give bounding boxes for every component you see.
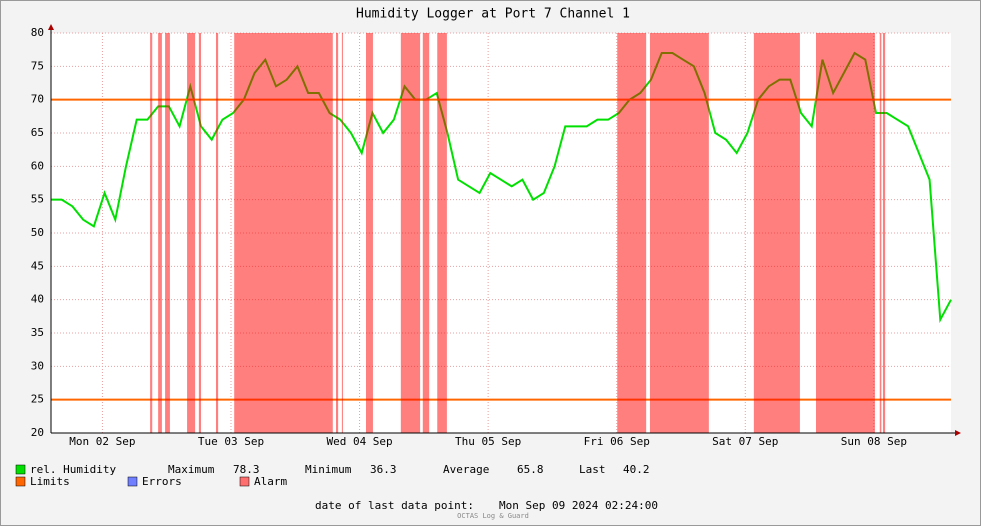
- legend-label: Limits: [30, 475, 70, 488]
- watermark: OCTAS Log & Guard: [457, 512, 529, 520]
- alarm-period: [816, 33, 875, 433]
- x-tick-label: Sat 07 Sep: [712, 435, 778, 448]
- y-tick-label: 50: [31, 226, 44, 239]
- x-tick-label: Thu 05 Sep: [455, 435, 521, 448]
- legend-swatch: [127, 476, 138, 487]
- x-tick-label: Mon 02 Sep: [69, 435, 135, 448]
- y-tick-label: 70: [31, 93, 44, 106]
- y-tick-label: 30: [31, 359, 44, 372]
- alarm-period: [617, 33, 647, 433]
- footer-value: Mon Sep 09 2024 02:24:00: [499, 499, 658, 512]
- legend-label: rel. Humidity: [30, 463, 116, 476]
- stat-value: 78.3: [233, 463, 260, 476]
- footer-label: date of last data point:: [315, 499, 474, 512]
- x-arrow: [955, 430, 961, 436]
- alarm-period: [753, 33, 800, 433]
- plot: [51, 32, 952, 434]
- y-tick-label: 75: [31, 59, 44, 72]
- stat-label: Minimum: [305, 463, 352, 476]
- alarm-period: [437, 33, 447, 433]
- y-tick-label: 60: [31, 159, 44, 172]
- y-tick-label: 20: [31, 426, 44, 439]
- y-tick-label: 45: [31, 259, 44, 272]
- stat-value: 40.2: [623, 463, 650, 476]
- x-tick-label: Wed 04 Sep: [326, 435, 392, 448]
- stat-value: 36.3: [370, 463, 397, 476]
- legend-label: Errors: [142, 475, 182, 488]
- stat-label: Last: [579, 463, 606, 476]
- y-tick-label: 55: [31, 193, 44, 206]
- legend-swatch: [15, 464, 26, 475]
- legend-swatch: [15, 476, 26, 487]
- y-tick-label: 25: [31, 393, 44, 406]
- alarm-period: [400, 33, 421, 433]
- alarm-period: [158, 33, 162, 433]
- chart-title: Humidity Logger at Port 7 Channel 1: [356, 7, 630, 22]
- y-tick-label: 80: [31, 26, 44, 39]
- stat-value: 65.8: [517, 463, 544, 476]
- alarm-period: [366, 33, 373, 433]
- x-tick-label: Sun 08 Sep: [841, 435, 907, 448]
- stat-label: Average: [443, 463, 489, 476]
- alarm-period: [336, 33, 339, 433]
- alarm-period: [422, 33, 430, 433]
- x-tick-label: Fri 06 Sep: [584, 435, 650, 448]
- y-arrow: [48, 24, 54, 30]
- legend-swatch: [239, 476, 250, 487]
- alarm-period: [198, 33, 201, 433]
- alarm-period: [216, 33, 219, 433]
- alarm-period: [341, 33, 343, 433]
- alarm-period: [165, 33, 170, 433]
- y-tick-label: 35: [31, 326, 44, 339]
- alarm-period: [150, 33, 153, 433]
- alarm-period: [879, 33, 882, 433]
- y-tick-label: 65: [31, 126, 44, 139]
- y-tick-label: 40: [31, 293, 44, 306]
- alarm-period: [187, 33, 196, 433]
- x-tick-label: Tue 03 Sep: [198, 435, 264, 448]
- stat-label: Maximum: [168, 463, 215, 476]
- legend-label: Alarm: [254, 475, 287, 488]
- alarm-period: [234, 33, 333, 433]
- alarm-period: [649, 33, 709, 433]
- alarm-period: [882, 33, 886, 433]
